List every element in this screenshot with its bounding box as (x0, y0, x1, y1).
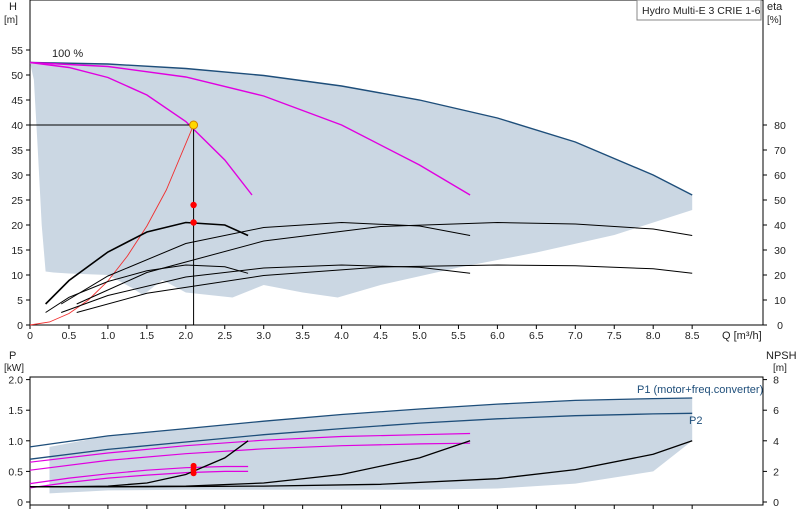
power-series-line (29, 397, 693, 448)
head-series-line (60, 221, 471, 305)
npsh-tick-label: 0 (773, 497, 779, 509)
efficiency-point-marker (190, 219, 197, 226)
efficiency-axis-unit: [%] (767, 15, 782, 26)
efficiency-tick-label: 80 (774, 120, 786, 132)
head-tick-label: 55 (11, 45, 23, 57)
x-tick-label: 3.5 (295, 330, 310, 342)
x-tick-label: 2.0 (178, 330, 193, 342)
power-point-marker (190, 470, 197, 477)
head-series-line (76, 221, 693, 305)
head-tick-label: 0 (17, 320, 23, 332)
speed-annotation: 100 % (52, 48, 83, 60)
power-series-line (29, 412, 693, 460)
head-tick-label: 45 (11, 95, 23, 107)
chart-title: Hydro Multi-E 3 CRIE 1-6 (642, 5, 761, 17)
p1-series-label: P1 (motor+freq.converter) (637, 384, 763, 396)
x-tick-label: 0.5 (62, 330, 77, 342)
x-tick-label: 7.0 (568, 330, 583, 342)
x-tick-label: 2.5 (217, 330, 232, 342)
efficiency-tick-label: 30 (774, 245, 786, 257)
x-tick-label: 4.0 (334, 330, 349, 342)
efficiency-axis-label: eta (767, 1, 783, 13)
npsh-axis-unit: [m] (773, 363, 787, 374)
power-series-line (29, 432, 471, 463)
head-panel: 0 0.5 1.0 1.5 2.0 2.5 3.0 3.5 4.0 4.5 5.0 5.5 6.0 6.5… (11, 45, 786, 342)
head-tick-label: 15 (11, 245, 23, 257)
head-series-line (61, 264, 471, 313)
head-series-line (76, 264, 693, 313)
title-box (636, 0, 762, 21)
p2-series-label: P2 (689, 415, 702, 427)
x-tick-label: 6.0 (490, 330, 505, 342)
head-tick-label: 10 (11, 270, 23, 282)
power-axis-label: P (9, 350, 16, 362)
efficiency-tick-label: 20 (774, 270, 786, 282)
x-tick-label: 4.5 (373, 330, 388, 342)
x-tick-label: 6.5 (529, 330, 544, 342)
power-series-line (29, 470, 249, 489)
x-tick-label: 1.5 (140, 330, 155, 342)
head-series-line (29, 61, 471, 196)
power-tick-label: 2.0 (8, 375, 23, 387)
head-series-line (45, 264, 249, 313)
power-series-line (29, 442, 471, 471)
x-tick-label: 5.5 (451, 330, 466, 342)
x-tick-label: 8.0 (646, 330, 661, 342)
head-series-line (45, 221, 249, 305)
power-axis-unit: [kW] (4, 363, 24, 374)
x-tick-label: 1.0 (101, 330, 116, 342)
power-panel: 0 0.5 1.0 1.5 2.0 0 2 4 6 8 (8, 375, 779, 509)
npsh-tick-label: 2 (773, 466, 779, 478)
power-series-line (30, 440, 693, 488)
npsh-tick-label: 4 (773, 436, 779, 448)
efficiency-tick-label: 60 (774, 170, 786, 182)
x-tick-label: 3.0 (256, 330, 271, 342)
power-tick-label: 1.5 (8, 405, 23, 417)
power-operating-area (49, 398, 693, 494)
x-tick-label: 8.5 (685, 330, 700, 342)
power-series-line (29, 465, 249, 485)
efficiency-point-marker (190, 201, 197, 209)
efficiency-tick-label: 10 (774, 295, 786, 307)
duty-point-marker (189, 120, 199, 130)
efficiency-tick-label: 70 (774, 145, 786, 157)
efficiency-tick-label: 50 (774, 195, 786, 207)
head-tick-label: 5 (17, 295, 23, 307)
head-axis-label: H (9, 1, 17, 13)
head-tick-label: 50 (11, 70, 23, 82)
npsh-tick-label: 8 (773, 375, 779, 387)
x-tick-label: 5.0 (412, 330, 427, 342)
efficiency-tick-label: 40 (774, 220, 786, 232)
x-tick-label: 0 (27, 330, 33, 342)
head-tick-label: 40 (11, 120, 23, 132)
power-tick-label: 0.5 (8, 466, 23, 478)
head-tick-label: 35 (11, 145, 23, 157)
power-tick-label: 1.0 (8, 436, 23, 448)
efficiency-tick-label: 0 (777, 320, 783, 332)
power-tick-label: 0 (17, 497, 23, 509)
head-series-line (29, 61, 253, 196)
head-tick-label: 30 (11, 170, 23, 182)
x-tick-label: 7.5 (607, 330, 622, 342)
head-axis-unit: [m] (4, 15, 18, 26)
head-series-line (29, 61, 693, 196)
npsh-tick-label: 6 (773, 405, 779, 417)
npsh-axis-label: NPSH (766, 350, 797, 362)
head-tick-label: 25 (11, 195, 23, 207)
flow-axis-label: Q [m³/h] (722, 330, 762, 342)
head-tick-label: 20 (11, 220, 23, 232)
